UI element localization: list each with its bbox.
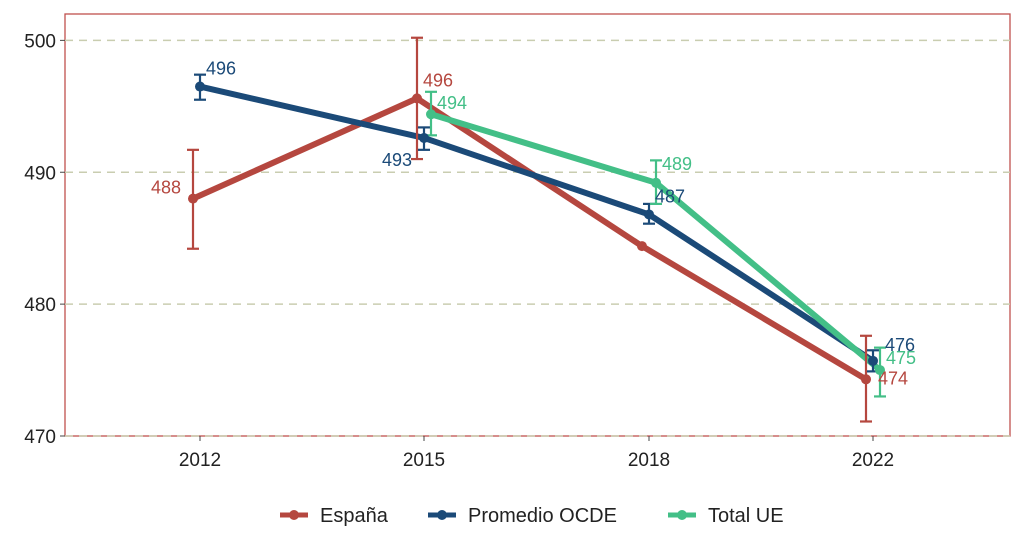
- legend-label: Promedio OCDE: [468, 505, 617, 527]
- series-line: [197, 83, 876, 364]
- x-tick-label: 2012: [179, 450, 221, 471]
- data-point: [426, 109, 436, 120]
- data-label: 475: [886, 348, 916, 368]
- data-label: 496: [423, 70, 453, 90]
- data-label: 489: [662, 154, 692, 174]
- legend-item: Promedio OCDE: [428, 505, 617, 527]
- legend-label: Total UE: [708, 505, 784, 527]
- data-point: [868, 355, 878, 366]
- data-point: [412, 93, 422, 104]
- legend-swatch-point: [289, 510, 299, 520]
- data-label: 476: [885, 335, 915, 355]
- data-point: [875, 365, 885, 376]
- y-axis: 470 480 490 500: [24, 31, 65, 448]
- data-label: 494: [437, 93, 467, 113]
- legend-label: España: [320, 505, 389, 527]
- data-point: [188, 193, 198, 204]
- y-tick-label: 500: [24, 31, 56, 52]
- data-point: [644, 209, 654, 220]
- x-tick-label: 2018: [628, 450, 670, 471]
- legend: España Promedio OCDE Total UE: [280, 505, 784, 527]
- data-label: 493: [382, 150, 412, 170]
- data-labels: 488 496 474 496 493 487 476 494 489 475: [151, 59, 916, 389]
- y-tick-label: 470: [24, 427, 56, 448]
- data-point: [195, 81, 205, 92]
- x-axis: 2012 2015 2018 2022: [179, 436, 894, 471]
- y-tick-label: 490: [24, 163, 56, 184]
- data-point: [861, 374, 871, 385]
- data-points: [188, 81, 885, 385]
- y-tick-label: 480: [24, 295, 56, 316]
- data-label: 496: [206, 59, 236, 79]
- data-label: 474: [878, 368, 908, 388]
- data-point: [419, 132, 429, 143]
- data-point: [651, 177, 661, 188]
- x-tick-label: 2015: [403, 450, 445, 471]
- x-tick-label: 2022: [852, 450, 894, 471]
- grid-lines: [65, 39, 1010, 437]
- legend-item: España: [280, 505, 389, 527]
- data-label: 487: [655, 186, 685, 206]
- legend-item: Total UE: [668, 505, 784, 527]
- legend-swatch-point: [437, 510, 447, 520]
- legend-swatch-point: [677, 510, 687, 520]
- data-label: 488: [151, 178, 181, 198]
- data-point: [637, 241, 647, 252]
- plot-background: [64, 13, 1011, 437]
